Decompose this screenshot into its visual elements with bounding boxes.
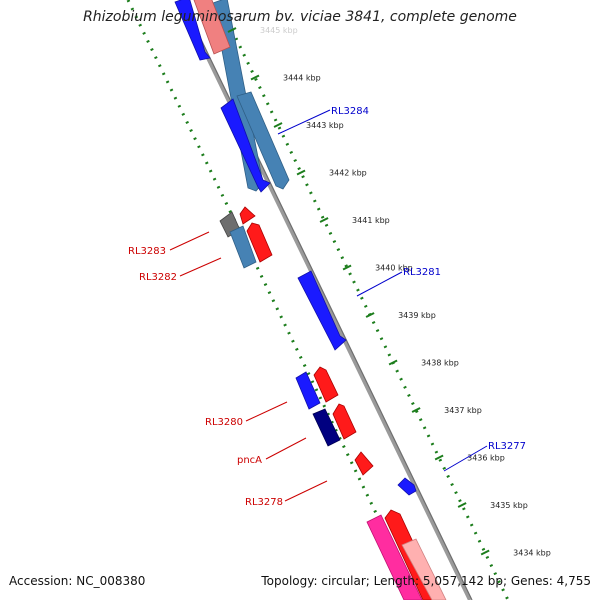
map-title: Rhizobium leguminosarum bv. viciae 3841,… <box>83 9 517 25</box>
gene-label-rl3283[interactable]: RL3283 <box>128 246 166 257</box>
kbp-tick-mark <box>250 74 260 81</box>
gene-label-leaders <box>169 109 488 502</box>
gene-label-rl3277[interactable]: RL3277 <box>488 441 526 452</box>
gene-feature[interactable] <box>220 98 271 193</box>
gene-feature[interactable] <box>246 222 273 263</box>
kbp-tick-mark <box>342 264 352 271</box>
gene-label-rl3282[interactable]: RL3282 <box>139 272 177 283</box>
kbp-tick-mark <box>388 359 398 366</box>
gene-label-rl3284[interactable]: RL3284 <box>331 106 369 117</box>
kbp-tick-mark <box>365 312 375 318</box>
kbp-tick-label: 3439 kbp <box>398 311 436 320</box>
kbp-tick-label: 3441 kbp <box>352 216 390 225</box>
kbp-tick-mark <box>273 122 283 128</box>
kbp-tick-mark <box>296 169 306 176</box>
gene-feature[interactable] <box>332 403 357 440</box>
outer-ruler-left <box>126 0 420 600</box>
gene-label-rl3278[interactable]: RL3278 <box>245 497 283 508</box>
kbp-tick-mark <box>411 407 421 413</box>
kbp-tick-label: 3437 kbp <box>444 406 482 415</box>
kbp-ticks: 3445 kbp 3444 kbp 3443 kbp 3442 kbp 3441 kbp… <box>227 26 551 558</box>
kbp-tick-label: 3443 kbp <box>306 121 344 130</box>
gene-feature[interactable] <box>193 0 231 55</box>
gene-feature[interactable] <box>366 514 423 600</box>
kbp-tick-label: 3442 kbp <box>329 169 367 178</box>
kbp-tick-label: 3438 kbp <box>421 359 459 368</box>
kbp-tick-mark <box>319 217 329 223</box>
gene-feature[interactable] <box>313 366 339 403</box>
gene-feature[interactable] <box>397 477 417 496</box>
kbp-tick-label: 3444 kbp <box>283 74 321 83</box>
kbp-tick-label: 3436 kbp <box>467 454 505 463</box>
gene-feature[interactable] <box>297 270 347 351</box>
gene-label-pnca[interactable]: pncA <box>237 455 262 466</box>
gene-feature[interactable] <box>295 371 321 410</box>
gene-feature[interactable] <box>174 0 211 61</box>
gene-labels: RL3284 RL3281 RL3277 RL3283 RL3282 RL328… <box>128 106 526 508</box>
gene-feature[interactable] <box>229 225 257 269</box>
gene-feature[interactable] <box>401 538 447 600</box>
gene-label-rl3281[interactable]: RL3281 <box>403 267 441 278</box>
gene-feature[interactable] <box>312 408 341 447</box>
reverse-strand-features <box>174 0 447 600</box>
accession-text: Accession: NC_008380 <box>9 574 146 588</box>
kbp-tick-mark <box>457 502 467 508</box>
gene-feature[interactable] <box>354 451 374 476</box>
kbp-tick-label: 3440 kbp <box>375 264 413 273</box>
genome-summary-text: Topology: circular; Length: 5,057,142 bp… <box>261 574 591 588</box>
genome-backbone-shade <box>181 0 473 600</box>
kbp-tick-label: 3445 kbp <box>260 26 298 35</box>
kbp-tick-label: 3434 kbp <box>513 549 551 558</box>
kbp-tick-mark <box>434 454 444 461</box>
kbp-tick-label: 3435 kbp <box>490 501 528 510</box>
gene-feature[interactable] <box>239 206 256 225</box>
genome-backbone <box>178 0 472 600</box>
gene-label-rl3280[interactable]: RL3280 <box>205 417 243 428</box>
gene-feature[interactable] <box>236 91 290 190</box>
kbp-tick-mark <box>480 549 490 556</box>
kbp-tick-mark <box>227 27 237 33</box>
